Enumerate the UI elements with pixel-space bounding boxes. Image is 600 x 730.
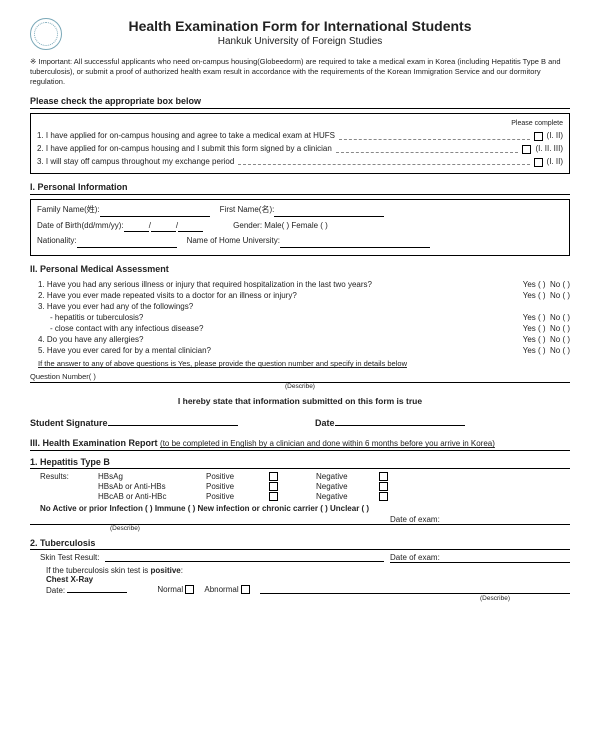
dob-label: Date of Birth(dd/mm/yy): [37, 221, 124, 230]
personal-info-box: Family Name(姓): First Name(名): Date of B… [30, 199, 570, 256]
nationality-field[interactable] [77, 239, 177, 248]
hep-status[interactable]: No Active or prior Infection ( ) Immune … [30, 504, 570, 513]
form-title: Health Examination Form for Internationa… [30, 18, 570, 34]
skin-test-field[interactable] [105, 553, 384, 562]
hbsab-pos[interactable] [269, 482, 278, 491]
tb-date-exam-label: Date of exam: [390, 553, 440, 562]
describe-label-3: (Describe) [30, 595, 570, 602]
abnormal-checkbox[interactable] [241, 585, 250, 594]
gender-label[interactable]: Gender: Male( ) Female ( ) [233, 220, 328, 233]
hbcab-label: HBcAB or Anti-HBc [98, 492, 198, 501]
q5: 5. Have you ever cared for by a mental c… [38, 346, 211, 355]
hbsab-label: HBsAb or Anti-HBs [98, 482, 198, 491]
please-complete-label: Please complete [37, 118, 563, 129]
signature-field[interactable] [108, 416, 238, 426]
home-univ-label: Name of Home University: [187, 236, 280, 245]
section1-title: I. Personal Information [30, 182, 570, 195]
signature-label: Student Signature [30, 416, 285, 428]
results-label: Results: [40, 472, 90, 481]
q2: 2. Have you ever made repeated visits to… [38, 291, 297, 300]
xray-date-label: Date: [46, 586, 65, 595]
hep-describe-field[interactable] [30, 515, 390, 525]
dob-dd[interactable] [124, 223, 149, 232]
tb-title: 2. Tuberculosis [30, 538, 570, 550]
family-name-field[interactable] [100, 208, 210, 217]
hbsag-label: HBsAg [98, 472, 198, 481]
describe-label-2: (Describe) [30, 525, 570, 532]
hepatitis-title: 1. Hepatitis Type B [30, 457, 570, 469]
hbsab-neg[interactable] [379, 482, 388, 491]
nationality-label: Nationality: [37, 236, 77, 245]
q3b: - close contact with any infectious dise… [50, 324, 203, 333]
question-number-line[interactable]: Question Number( ) [30, 372, 570, 383]
normal-label: Normal [157, 585, 183, 594]
checkbox-3[interactable] [534, 158, 543, 167]
if-yes-note: If the answer to any of above questions … [30, 359, 570, 368]
section2-title: II. Personal Medical Assessment [30, 264, 570, 276]
check-item-3: 3. I will stay off campus throughout my … [37, 156, 234, 169]
university-name: Hankuk University of Foreign Studies [30, 36, 570, 47]
skin-test-label: Skin Test Result: [40, 553, 99, 563]
hbsag-neg[interactable] [379, 472, 388, 481]
university-logo [30, 18, 62, 50]
xray-describe-field[interactable] [260, 585, 570, 594]
abnormal-label: Abnormal [204, 585, 238, 594]
date-field[interactable] [335, 416, 465, 426]
q3a: - hepatitis or tuberculosis? [50, 313, 143, 322]
complete-1: (I. II) [547, 130, 563, 143]
hbcab-pos[interactable] [269, 492, 278, 501]
checkbox-2[interactable] [522, 145, 531, 154]
normal-checkbox[interactable] [185, 585, 194, 594]
checkbox-section-label: Please check the appropriate box below [30, 96, 570, 109]
first-name-label: First Name(名): [220, 205, 275, 214]
first-name-field[interactable] [274, 208, 384, 217]
important-notice: ※ Important: All successful applicants w… [30, 57, 570, 86]
date-label: Date [315, 416, 570, 428]
dob-mm[interactable] [151, 223, 176, 232]
q1: 1. Have you had any serious illness or i… [38, 280, 372, 289]
hbsag-pos[interactable] [269, 472, 278, 481]
checkbox-box: Please complete 1. I have applied for on… [30, 113, 570, 174]
check-item-1: 1. I have applied for on-campus housing … [37, 130, 335, 143]
check-item-2: 2. I have applied for on-campus housing … [37, 143, 332, 156]
family-name-label: Family Name(姓): [37, 205, 100, 214]
section3-note: (to be completed in English by a clinici… [160, 439, 495, 448]
dob-yy[interactable] [178, 223, 203, 232]
describe-label-1: (Describe) [30, 383, 570, 390]
home-univ-field[interactable] [280, 239, 430, 248]
q3: 3. Have you ever had any of the followin… [38, 302, 193, 311]
checkbox-1[interactable] [534, 132, 543, 141]
complete-3: (I. II) [547, 156, 563, 169]
xray-date-field[interactable] [67, 584, 127, 593]
hereby-statement: I hereby state that information submitte… [30, 396, 570, 406]
xray-label: Chest X-Ray [30, 575, 570, 584]
if-positive: If the tuberculosis skin test is positiv… [30, 566, 570, 575]
hep-date-exam-label: Date of exam: [390, 515, 440, 524]
hbcab-neg[interactable] [379, 492, 388, 501]
complete-2: (I. II. III) [535, 143, 563, 156]
q4: 4. Do you have any allergies? [38, 335, 143, 344]
section3-title: III. Health Examination Report (to be co… [30, 438, 570, 451]
